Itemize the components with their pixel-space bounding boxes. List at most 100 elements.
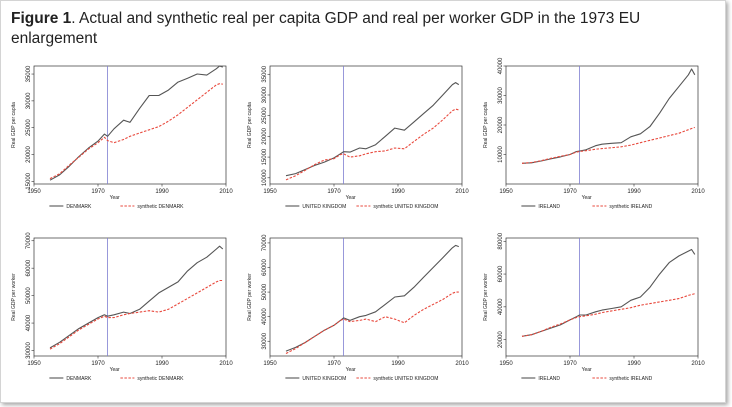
- plot-frame: [269, 65, 463, 185]
- y-tick-label: 20000: [498, 116, 504, 133]
- legend-actual-label: IRELAND: [538, 204, 560, 210]
- x-tick-label: 1970: [327, 361, 341, 367]
- chart-united-kingdom-per-worker: 1950 1970 1990 2010 30000 40000 50000 60000 7000…: [247, 234, 469, 382]
- figure-title: Figure 1. Actual and synthetic real per …: [11, 9, 711, 49]
- legend-actual-label: UNITED KINGDOM: [302, 376, 346, 382]
- y-axis-label: Real GDP per worker: [247, 273, 253, 321]
- x-tick-label: 2010: [691, 361, 705, 367]
- x-tick-label: 1950: [27, 189, 41, 195]
- x-tick-label: 2010: [691, 189, 705, 195]
- y-tick-label: 60000: [262, 258, 268, 275]
- legend-actual-label: DENMARK: [66, 376, 92, 382]
- y-tick-label: 70000: [262, 234, 268, 251]
- x-tick-label: 2010: [455, 189, 469, 195]
- x-tick-label: 1990: [627, 361, 641, 367]
- y-tick-label: 30000: [262, 332, 268, 349]
- y-tick-label: 60000: [498, 265, 504, 282]
- x-tick-label: 1970: [91, 361, 105, 367]
- y-tick-label: 10000: [498, 145, 504, 162]
- y-tick-label: 15000: [26, 172, 32, 189]
- x-tick-label: 1990: [155, 189, 169, 195]
- actual-series-line: [285, 244, 459, 352]
- synthetic-series-line: [521, 293, 695, 337]
- x-axis-label: Year: [346, 367, 356, 373]
- plot-frame: [269, 237, 463, 357]
- actual-series-line: [49, 245, 224, 349]
- legend-synthetic-label: synthetic DENMARK: [137, 376, 184, 382]
- x-tick-label: 1950: [499, 189, 513, 195]
- y-tick-label: 30000: [498, 86, 504, 103]
- y-tick-label: 40000: [262, 308, 268, 325]
- x-axis-label: Year: [110, 195, 120, 201]
- legend-synthetic-label: synthetic IRELAND: [609, 376, 652, 382]
- y-tick-label: 20000: [26, 145, 32, 162]
- y-tick-label: 50000: [262, 283, 268, 300]
- chart-ireland-per-worker: 1950 1970 1990 2010 20000 40000 60000 80000 Year…: [483, 232, 705, 382]
- y-axis-label: Real GDP per worker: [11, 273, 17, 321]
- y-tick-label: 30000: [26, 342, 32, 359]
- legend-synthetic-label: synthetic DENMARK: [137, 204, 184, 210]
- legend-actual-label: UNITED KINGDOM: [302, 204, 346, 210]
- y-axis-label: Real GDP per capita: [483, 102, 489, 148]
- x-tick-label: 1950: [263, 361, 277, 367]
- x-tick-label: 2010: [219, 189, 233, 195]
- synthetic-series-line: [49, 279, 223, 350]
- x-tick-label: 2010: [455, 361, 469, 367]
- x-tick-label: 1970: [327, 189, 341, 195]
- plot-frame: [505, 65, 699, 185]
- figure-caption: . Actual and synthetic real per capita G…: [11, 10, 641, 47]
- actual-series-line: [49, 65, 223, 181]
- synthetic-series-line: [521, 126, 695, 164]
- y-tick-label: 40000: [26, 314, 32, 331]
- chart-united-kingdom-per-capita: 1950 1970 1990 2010 10000 15000 20000 25000 3000…: [247, 65, 469, 210]
- plot-frame: [33, 237, 227, 357]
- plot-frame: [505, 237, 699, 357]
- chart-ireland-per-capita: 1950 1970 1990 2010 10000 20000 30000 40000 Year…: [483, 57, 705, 210]
- y-axis-label: Real GDP per capita: [247, 102, 253, 148]
- actual-series-line: [285, 82, 460, 177]
- x-tick-label: 1990: [391, 189, 405, 195]
- legend-actual-label: DENMARK: [66, 204, 92, 210]
- x-axis-label: Year: [582, 195, 592, 201]
- y-tick-label: 30000: [26, 92, 32, 109]
- y-tick-label: 25000: [26, 119, 32, 136]
- synthetic-series-line: [285, 108, 459, 181]
- x-tick-label: 2010: [219, 361, 233, 367]
- chart-denmark-per-capita: 1950 1970 1990 2010 15000 20000 25000 30000 3500…: [11, 65, 233, 210]
- legend-actual-label: IRELAND: [538, 376, 560, 382]
- x-tick-label: 1970: [563, 189, 577, 195]
- actual-series-line: [521, 68, 696, 164]
- x-tick-label: 1990: [627, 189, 641, 195]
- y-tick-label: 15000: [262, 148, 268, 165]
- actual-series-line: [521, 248, 696, 337]
- y-tick-label: 40000: [498, 298, 504, 315]
- y-tick-label: 60000: [26, 259, 32, 276]
- synthetic-series-line: [49, 83, 223, 180]
- x-axis-label: Year: [582, 367, 592, 373]
- x-tick-label: 1950: [263, 189, 277, 195]
- x-tick-label: 1970: [563, 361, 577, 367]
- y-tick-label: 40000: [498, 57, 504, 74]
- x-axis-label: Year: [110, 367, 120, 373]
- y-tick-label: 20000: [262, 127, 268, 144]
- legend-synthetic-label: synthetic IRELAND: [609, 204, 652, 210]
- legend-synthetic-label: synthetic UNITED KINGDOM: [373, 204, 438, 210]
- y-tick-label: 30000: [262, 86, 268, 103]
- y-tick-label: 50000: [26, 287, 32, 304]
- y-tick-label: 70000: [26, 232, 32, 249]
- x-tick-label: 1970: [91, 189, 105, 195]
- y-tick-label: 80000: [498, 232, 504, 249]
- y-axis-label: Real GDP per worker: [483, 273, 489, 321]
- x-axis-label: Year: [346, 195, 356, 201]
- legend-synthetic-label: synthetic UNITED KINGDOM: [373, 376, 438, 382]
- x-tick-label: 1990: [155, 361, 169, 367]
- y-tick-label: 25000: [262, 107, 268, 124]
- x-tick-label: 1990: [391, 361, 405, 367]
- y-tick-label: 35000: [26, 65, 32, 82]
- plot-frame: [33, 65, 227, 185]
- y-tick-label: 10000: [262, 169, 268, 186]
- chart-denmark-per-worker: 1950 1970 1990 2010 30000 40000 50000 60000 7000…: [11, 232, 233, 382]
- figure-label: Figure 1: [11, 10, 72, 27]
- x-tick-label: 1950: [27, 361, 41, 367]
- x-tick-label: 1950: [499, 361, 513, 367]
